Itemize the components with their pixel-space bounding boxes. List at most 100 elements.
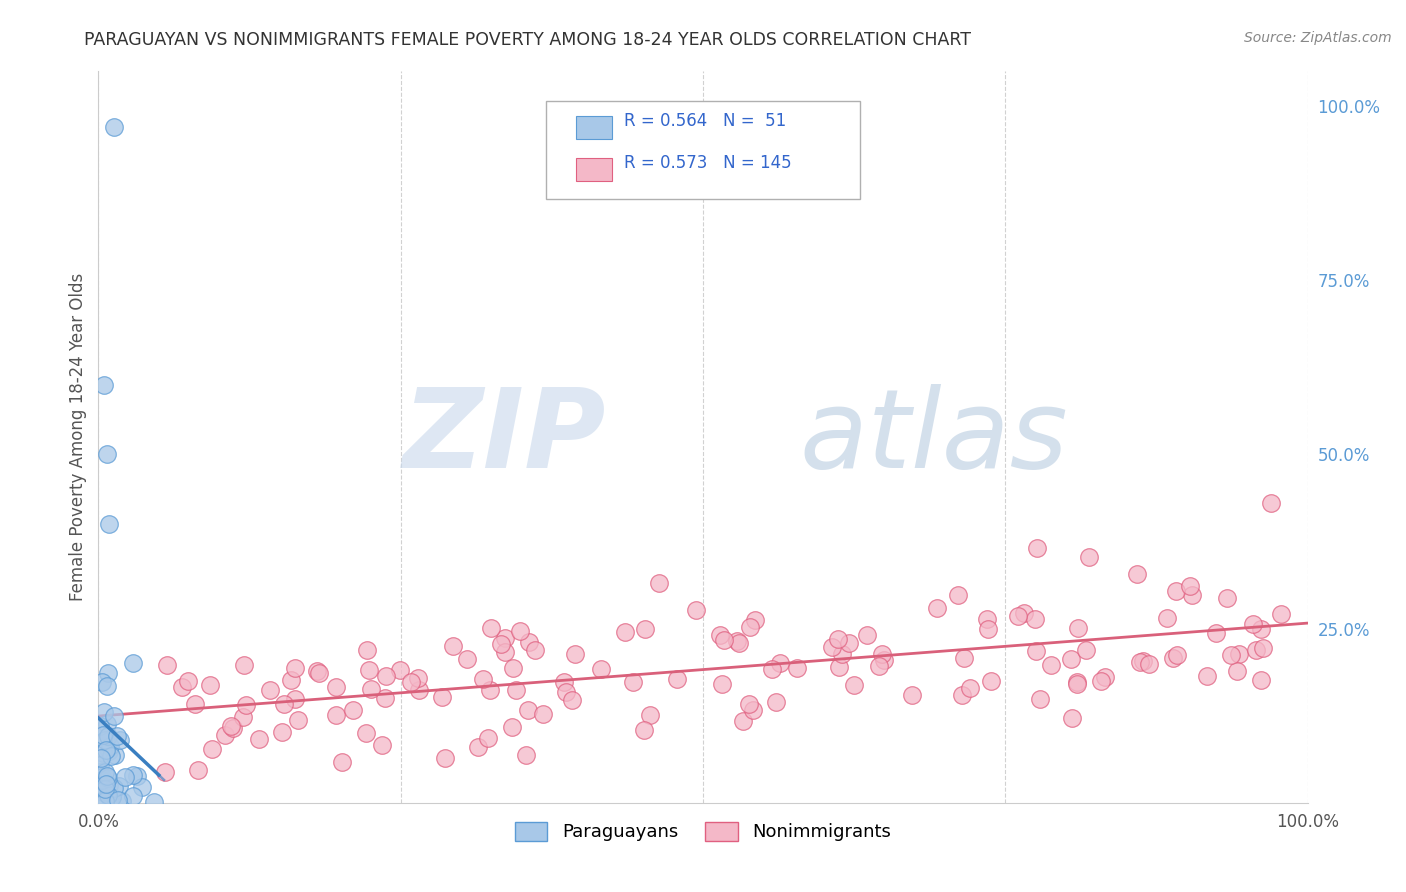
Point — [844, 678, 866, 692]
Point — [501, 720, 523, 734]
Point — [1059, 652, 1081, 666]
Point — [93, 377, 115, 392]
Point — [308, 665, 330, 680]
Point — [104, 747, 127, 762]
Point — [685, 603, 707, 617]
Point — [94, 780, 117, 795]
Point — [103, 780, 125, 795]
Point — [467, 739, 489, 754]
Point — [1219, 648, 1241, 662]
Point — [1094, 670, 1116, 684]
Point — [1067, 621, 1090, 635]
Point — [122, 656, 145, 670]
Point — [107, 780, 129, 794]
Point — [98, 739, 121, 754]
Point — [98, 791, 121, 805]
Point — [97, 789, 120, 803]
Point — [91, 770, 114, 784]
Point — [1250, 673, 1272, 687]
Point — [307, 664, 329, 678]
Text: R = 0.564   N =  51: R = 0.564 N = 51 — [624, 112, 786, 130]
Point — [1132, 654, 1154, 668]
Text: atlas: atlas — [800, 384, 1069, 491]
Point — [666, 672, 689, 686]
Point — [121, 789, 143, 804]
FancyBboxPatch shape — [576, 116, 613, 139]
Point — [1024, 612, 1046, 626]
Point — [357, 663, 380, 677]
Point — [1137, 657, 1160, 672]
Point — [200, 678, 222, 692]
Point — [111, 793, 134, 807]
Point — [561, 693, 583, 707]
Point — [1025, 541, 1047, 555]
Point — [94, 733, 117, 747]
Point — [249, 732, 271, 747]
Point — [342, 703, 364, 717]
Point — [270, 725, 292, 739]
Point — [868, 658, 890, 673]
Point — [980, 674, 1002, 689]
Point — [976, 612, 998, 626]
Point — [589, 662, 612, 676]
Point — [201, 742, 224, 756]
Point — [977, 622, 1000, 636]
Point — [354, 726, 377, 740]
Point — [502, 661, 524, 675]
Point — [183, 697, 205, 711]
Point — [90, 751, 112, 765]
Point — [709, 628, 731, 642]
Point — [494, 632, 516, 646]
Point — [1012, 606, 1035, 620]
Point — [1156, 611, 1178, 625]
Point — [1226, 665, 1249, 679]
Point — [94, 764, 117, 779]
Point — [93, 794, 115, 808]
Point — [471, 673, 494, 687]
Point — [96, 679, 118, 693]
Point — [93, 705, 115, 719]
Point — [634, 622, 657, 636]
Point — [259, 682, 281, 697]
Point — [1246, 642, 1268, 657]
Point — [494, 645, 516, 659]
Text: PARAGUAYAN VS NONIMMIGRANTS FEMALE POVERTY AMONG 18-24 YEAR OLDS CORRELATION CHA: PARAGUAYAN VS NONIMMIGRANTS FEMALE POVER… — [84, 31, 972, 49]
Point — [97, 665, 120, 680]
Point — [90, 773, 112, 788]
Point — [232, 658, 254, 673]
Point — [946, 588, 969, 602]
Point — [325, 707, 347, 722]
Point — [156, 658, 179, 673]
Y-axis label: Female Poverty Among 18-24 Year Olds: Female Poverty Among 18-24 Year Olds — [69, 273, 87, 601]
Point — [523, 643, 546, 657]
Point — [553, 675, 575, 690]
Point — [96, 448, 118, 462]
Point — [479, 621, 502, 635]
Point — [737, 697, 759, 711]
Point — [1180, 579, 1202, 593]
Point — [952, 651, 974, 665]
Point — [713, 632, 735, 647]
Point — [1024, 644, 1046, 658]
Point — [1164, 584, 1187, 599]
Point — [107, 793, 129, 807]
Point — [838, 635, 860, 649]
Point — [103, 120, 125, 134]
Point — [517, 703, 540, 717]
Point — [1129, 655, 1152, 669]
Point — [273, 697, 295, 711]
Point — [103, 708, 125, 723]
Point — [1250, 622, 1272, 636]
Point — [1163, 651, 1185, 665]
Point — [232, 710, 254, 724]
Point — [621, 675, 644, 690]
Point — [401, 675, 423, 690]
Point — [1040, 658, 1063, 673]
Point — [105, 729, 128, 743]
Point — [728, 636, 751, 650]
Point — [1066, 676, 1088, 690]
Point — [725, 634, 748, 648]
Point — [89, 764, 111, 779]
Point — [477, 731, 499, 745]
Point — [89, 789, 111, 804]
